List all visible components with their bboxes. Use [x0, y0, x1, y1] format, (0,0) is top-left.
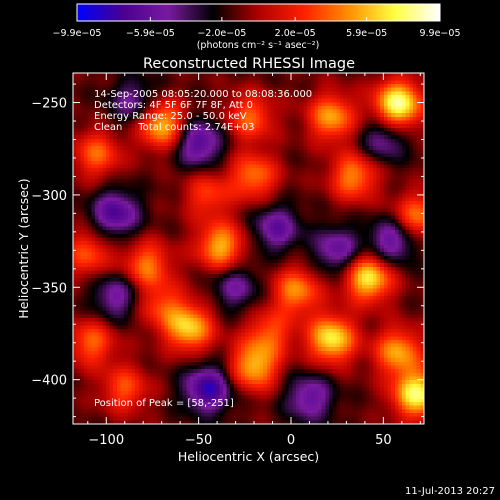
x-tick-label: 50 — [375, 433, 392, 448]
x-tick-label: −100 — [88, 433, 124, 448]
y-tick-label: −250 — [31, 97, 67, 112]
y-tick-label: −400 — [31, 374, 67, 389]
reconstructed-image-heatmap — [73, 73, 424, 424]
annotation-peak-position: Position of Peak = [58,-251] — [94, 398, 234, 409]
colorbar-tick-label: −9.9e−05 — [53, 28, 102, 39]
x-tick-label: 0 — [287, 433, 295, 448]
plot-frame — [72, 72, 425, 425]
colorbar-tick-label: 2.0e−05 — [275, 28, 316, 39]
footer-date: 11-Jul-2013 20:27 — [404, 486, 495, 497]
chart-title: Reconstructed RHESSI Image — [143, 56, 355, 72]
colorbar-gradient — [77, 4, 440, 21]
y-tick-label: −300 — [31, 189, 67, 204]
annotation-clean-counts: Clean Total counts: 2.74E+03 — [94, 122, 255, 133]
colorbar-tick-label: 5.9e−05 — [346, 28, 387, 39]
colorbar-unit-label: (photons cm⁻² s⁻¹ asec⁻²) — [197, 40, 320, 51]
colorbar-frame — [76, 3, 441, 22]
x-axis-label: Heliocentric X (arcsec) — [178, 449, 319, 464]
annotation-detectors: Detectors: 4F 5F 6F 7F 8F, Att 0 — [94, 100, 254, 111]
annotation-time-range: 14-Sep-2005 08:05:20.000 to 08:08:36.000 — [94, 89, 313, 100]
annotation-energy-range: Energy Range: 25.0 - 50.0 keV — [94, 111, 247, 122]
y-axis-label: Heliocentric Y (arcsec) — [16, 178, 31, 318]
colorbar-tick-label: 9.9e−05 — [419, 28, 460, 39]
colorbar-tick-label: −5.9e−05 — [126, 28, 175, 39]
colorbar-tick-label: −2.0e−05 — [197, 28, 246, 39]
x-tick-label: −50 — [185, 433, 212, 448]
y-tick-label: −350 — [31, 281, 67, 296]
